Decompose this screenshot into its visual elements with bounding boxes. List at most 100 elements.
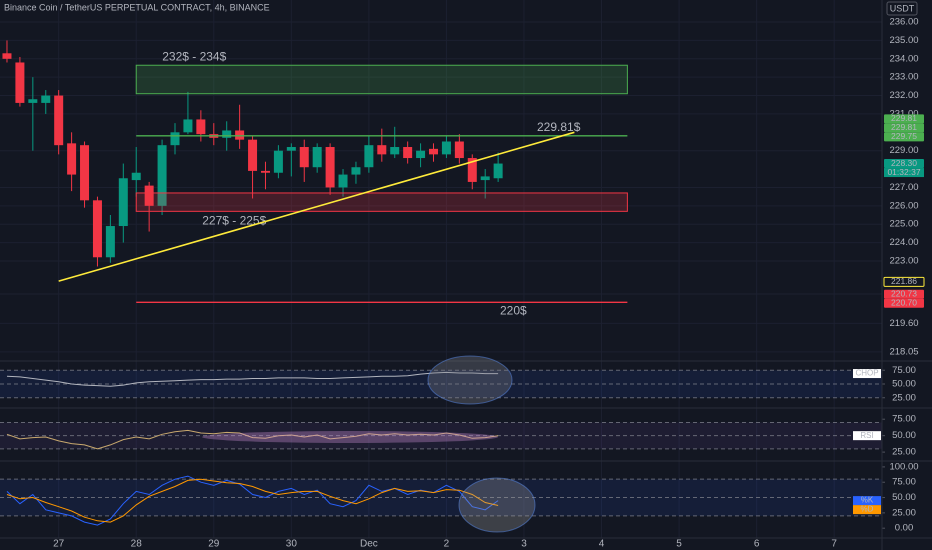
price-tag — [884, 123, 924, 133]
y-tick-label: 75.00 — [892, 477, 916, 488]
candle-body — [467, 158, 477, 182]
y-tick-label: 227.00 — [889, 182, 918, 193]
legend-tag — [853, 369, 881, 379]
y-tick-label: 50.00 — [892, 492, 916, 503]
currency: USDT — [890, 3, 915, 13]
legend-tag — [853, 496, 881, 506]
x-tick-label: 28 — [131, 539, 143, 550]
price-tag — [884, 289, 924, 299]
y-tick-label: 233.00 — [889, 72, 918, 83]
candle-body — [15, 62, 25, 103]
legend-tag — [853, 431, 881, 441]
zone-label: 232$ - 234$ — [162, 49, 226, 63]
candle-body — [299, 147, 309, 168]
candle-body — [222, 130, 232, 138]
price-zone — [135, 192, 628, 212]
y-tick-label: 223.00 — [889, 255, 918, 266]
candle-body — [157, 145, 167, 206]
trendline — [58, 131, 575, 282]
price-tag-label: 220.70 — [891, 297, 917, 307]
level-label: 220$ — [500, 303, 527, 317]
x-tick-label: 4 — [599, 539, 605, 550]
zone-label: 227$ - 225$ — [202, 214, 266, 228]
candle-body — [54, 95, 64, 146]
price-tag — [884, 132, 924, 142]
y-tick-label: 0.00 — [895, 523, 914, 534]
y-tick-label: 50.00 — [892, 430, 916, 441]
y-tick-label: 25.00 — [892, 392, 916, 403]
candle-body — [441, 141, 451, 155]
price-tag-label: 229.81 — [891, 122, 917, 132]
price-zone — [135, 64, 628, 95]
indicator-line — [6, 475, 499, 526]
x-tick-label: 6 — [754, 539, 760, 550]
price-tag-label: 229.75 — [891, 131, 917, 141]
legend-tag — [853, 505, 881, 515]
y-tick-label: 235.00 — [889, 35, 918, 46]
x-tick-label: 3 — [521, 539, 527, 550]
candle-body — [338, 174, 348, 188]
candle-body — [286, 147, 296, 151]
y-tick-label: 229.00 — [889, 145, 918, 156]
candle-body — [273, 150, 283, 173]
x-tick-label: 30 — [286, 539, 298, 550]
candle-body — [170, 132, 180, 146]
y-tick-label: 219.60 — [889, 318, 918, 329]
highlight-ellipse — [202, 431, 498, 443]
currency-box — [886, 1, 918, 16]
candle-body — [2, 53, 12, 59]
legend-label: %K — [861, 496, 874, 505]
y-tick-label: 75.00 — [892, 365, 916, 376]
candle-body — [248, 139, 258, 171]
y-tick-label: 225.00 — [889, 219, 918, 230]
candle-body — [196, 119, 206, 135]
candle-body — [403, 147, 413, 159]
indicator-line — [6, 478, 499, 523]
level-label: 229.81$ — [537, 120, 581, 134]
candle-body — [235, 130, 245, 140]
candle-body — [493, 163, 503, 179]
candle-body — [377, 145, 387, 155]
price-tag — [884, 298, 924, 308]
candle-body — [312, 147, 322, 168]
y-tick-label: 100.00 — [889, 461, 918, 472]
indicator-line — [6, 371, 499, 387]
candle-body — [41, 95, 51, 103]
highlight-ellipse — [427, 355, 513, 405]
candle-body — [118, 178, 128, 227]
candle-body — [364, 145, 374, 168]
x-tick-label: 27 — [53, 539, 65, 550]
candle-body — [28, 99, 38, 103]
highlight-ellipse — [458, 477, 536, 533]
y-tick-label: 50.00 — [892, 379, 916, 390]
legend-label: RSI — [860, 431, 873, 440]
candle-body — [480, 176, 490, 181]
price-tag — [883, 276, 925, 287]
x-tick-label: 5 — [676, 539, 682, 550]
candle-body — [105, 226, 115, 258]
candle-body — [429, 148, 439, 155]
y-tick-label: 224.00 — [889, 237, 918, 248]
candle-body — [144, 185, 154, 206]
x-tick-label: 29 — [208, 539, 220, 550]
candle-body — [390, 147, 400, 155]
indicator-line — [6, 429, 499, 450]
price-tag-label: 220.73 — [891, 288, 917, 298]
legend-label: CHOP — [855, 369, 878, 378]
candle-body — [131, 172, 141, 181]
y-tick-label: 234.00 — [889, 53, 918, 64]
x-tick-label: 7 — [831, 539, 837, 550]
y-tick-label: 25.00 — [892, 447, 916, 458]
y-tick-label: 231.00 — [889, 108, 918, 119]
y-tick-label: 236.00 — [889, 17, 918, 28]
y-tick-label: 218.05 — [889, 346, 918, 357]
price-tag — [884, 114, 924, 124]
price-tag — [884, 159, 924, 169]
candle-body — [80, 145, 90, 201]
price-tag-label: 221.86 — [891, 276, 917, 286]
y-tick-label: 75.00 — [892, 414, 916, 425]
price-tag-label: 229.81 — [891, 113, 917, 123]
chart-title: Binance Coin / TetherUS PERPETUAL CONTRA… — [4, 2, 270, 12]
